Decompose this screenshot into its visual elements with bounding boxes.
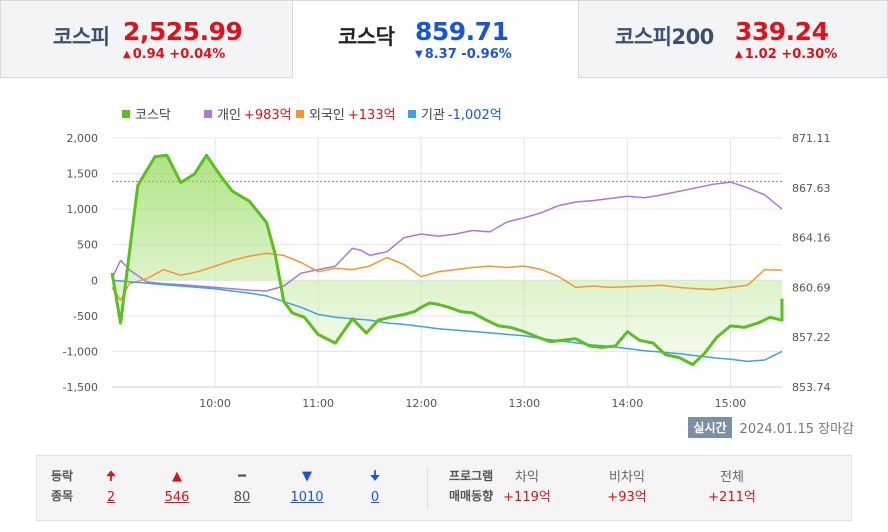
program-value: +93억 <box>607 490 647 505</box>
y-right-tick-label: 853.74 <box>792 381 831 394</box>
y-left-tick-label: -1,500 <box>63 381 98 394</box>
x-tick-label: 15:00 <box>715 397 747 410</box>
kosdaq-area <box>112 155 782 365</box>
tab-kospi200-change-text: 1.02 +0.30% <box>744 47 838 62</box>
tab-kosdaq-name: 코스닥 <box>338 25 395 49</box>
breadth-fall-count[interactable]: 1010 <box>290 490 324 505</box>
unchanged-icon: ━ <box>238 469 246 484</box>
x-tick-label: 12:00 <box>405 397 437 410</box>
market-breadth-panel: 등락 종목 🠉 2 ▲ 546 ━ 80 ▼ 1010 🠋 0 프로그램 매매동향 차익 +119억… <box>36 455 852 521</box>
legend-series-name: 코스닥 <box>135 108 171 123</box>
program-col-1: 비차익 +93억 <box>582 468 672 508</box>
tab-kosdaq-value: 859.71 <box>415 17 509 46</box>
breadth-fall: ▼ 1010 <box>287 468 327 508</box>
legend-series-amount: -1,002억 <box>448 108 502 123</box>
program-label: 프로그램 매매동향 <box>449 466 493 506</box>
legend-label: 개인 +983억 <box>217 108 292 123</box>
y-left-tick-label: -500 <box>73 310 98 323</box>
lower-limit-icon: 🠋 <box>369 469 381 484</box>
series-line-0 <box>110 153 784 367</box>
legend-series-amount: +133억 <box>348 108 396 123</box>
x-tick-label: 14:00 <box>612 397 644 410</box>
breadth-unchanged-count[interactable]: 80 <box>233 490 251 505</box>
legend-series-name: 외국인 <box>309 108 345 123</box>
market-close-date: 2024.01.15 장마감 <box>739 421 854 437</box>
chart-series <box>110 153 784 367</box>
program-label-line2: 매매동향 <box>449 489 494 503</box>
tab-kosdaq-change: ▼ 8.37 -0.96% <box>415 47 512 62</box>
legend-swatch <box>408 110 416 118</box>
down-triangle-icon: ▼ <box>415 49 423 60</box>
breadth-unchanged: ━ 80 <box>222 468 262 508</box>
breadth-upper-limit-count[interactable]: 2 <box>106 490 116 505</box>
upper-limit-icon: 🠉 <box>105 469 117 484</box>
y-left-tick-label: 500 <box>77 239 98 252</box>
legend-series-name: 기관 <box>421 108 445 123</box>
x-tick-label: 10:00 <box>199 397 231 410</box>
program-label-line1: 프로그램 <box>449 469 494 483</box>
legend-swatch <box>296 110 304 118</box>
legend-swatch <box>204 110 212 118</box>
y-right-tick-label: 860.69 <box>792 281 831 294</box>
investor-chart: 코스닥 개인 +983억 외국인 +133억 기관 -1,002억 2,000 1,500 1,… <box>0 100 888 445</box>
breadth-lower-limit-count[interactable]: 0 <box>370 490 380 505</box>
tab-kospi-change-text: 0.94 +0.04% <box>132 47 226 62</box>
chart-svg: 코스닥 개인 +983억 외국인 +133억 기관 -1,002억 2,000 1,500 1,… <box>63 108 831 410</box>
rise-icon: ▲ <box>172 469 182 484</box>
breadth-label: 등락 종목 <box>51 466 73 506</box>
tab-kospi200-value: 339.24 <box>735 17 829 46</box>
series-line-3 <box>111 279 783 363</box>
y-right-tick-label: 857.22 <box>792 331 831 344</box>
breadth-rise: ▲ 546 <box>157 468 197 508</box>
legend-label: 기관 -1,002억 <box>421 108 502 123</box>
y-left-tick-label: 2,000 <box>67 132 99 145</box>
tab-kospi200-change: ▲ 1.02 +0.30% <box>735 47 837 62</box>
legend-label: 코스닥 <box>135 108 171 123</box>
tab-kospi200-name: 코스피200 <box>615 25 714 49</box>
program-header: 전체 <box>720 470 744 485</box>
breadth-rise-count[interactable]: 546 <box>164 490 190 505</box>
program-header: 비차익 <box>609 470 645 485</box>
breadth-upper-limit: 🠉 2 <box>91 468 131 508</box>
program-col-0: 차익 +119억 <box>482 468 572 508</box>
y-right-tick-label: 867.63 <box>792 182 831 195</box>
panel-divider <box>427 468 428 510</box>
tab-kospi-name: 코스피 <box>53 25 110 49</box>
legend-series-name: 개인 <box>217 108 241 123</box>
up-triangle-icon: ▲ <box>123 49 131 60</box>
y-right-tick-label: 871.11 <box>792 132 831 145</box>
tab-kosdaq-change-text: 8.37 -0.96% <box>424 47 512 62</box>
series-line-1 <box>111 181 783 292</box>
x-tick-label: 13:00 <box>508 397 540 410</box>
tab-kospi-change: ▲ 0.94 +0.04% <box>123 47 225 62</box>
chart-legend: 코스닥 개인 +983억 외국인 +133억 기관 -1,002억 <box>122 108 502 123</box>
index-tabs: 코스피 2,525.99 ▲ 0.94 +0.04% 코스닥 859.71 ▼ 8.… <box>0 0 888 78</box>
breadth-lower-limit: 🠋 0 <box>355 468 395 508</box>
breadth-label-line2: 종목 <box>51 489 74 503</box>
chart-axes: 2,000 1,500 1,000 500 0 -500 -1,000 -1,500 871.1… <box>63 132 831 410</box>
y-left-tick-label: 0 <box>91 274 98 287</box>
tab-kospi[interactable]: 코스피 2,525.99 ▲ 0.94 +0.04% <box>0 0 293 78</box>
y-left-tick-label: -1,000 <box>63 345 98 358</box>
legend-label: 외국인 +133억 <box>309 108 396 123</box>
breadth-label-line1: 등락 <box>51 469 74 483</box>
program-col-2: 전체 +211억 <box>687 468 777 508</box>
fall-icon: ▼ <box>302 469 312 484</box>
program-value: +119억 <box>503 490 551 505</box>
x-tick-label: 11:00 <box>302 397 334 410</box>
program-header: 차익 <box>515 470 539 485</box>
program-value: +211억 <box>708 490 756 505</box>
series-line-2 <box>111 252 783 301</box>
up-triangle-icon: ▲ <box>735 49 743 60</box>
chart-status: 실시간 2024.01.15 장마감 <box>688 416 854 438</box>
legend-swatch <box>122 110 130 118</box>
y-left-tick-label: 1,000 <box>67 203 99 216</box>
tab-kospi-value: 2,525.99 <box>123 17 243 46</box>
tab-kospi200[interactable]: 코스피200 339.24 ▲ 1.02 +0.30% <box>578 0 888 78</box>
y-right-tick-label: 864.16 <box>792 232 831 245</box>
tab-kosdaq[interactable]: 코스닥 859.71 ▼ 8.37 -0.96% <box>292 0 579 78</box>
y-left-tick-label: 1,500 <box>67 168 99 181</box>
realtime-badge[interactable]: 실시간 <box>688 416 732 438</box>
legend-series-amount: +983억 <box>244 108 292 123</box>
